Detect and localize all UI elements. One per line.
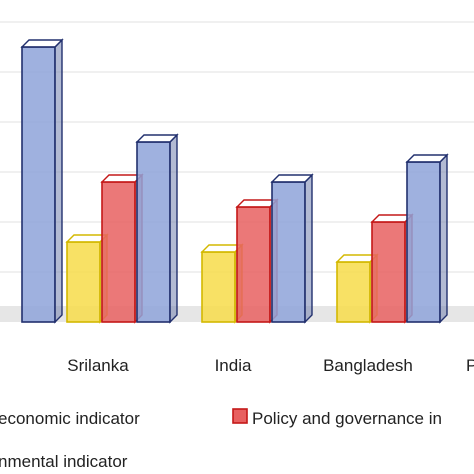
bar-top (200, 244, 244, 253)
bar (200, 243, 244, 324)
bar-top (370, 214, 414, 223)
bar-front (336, 261, 371, 323)
category-label: Srilanka (67, 356, 129, 375)
bar-front (371, 221, 406, 323)
category-labels: Srilanka India Bangladesh P (67, 356, 474, 375)
bar (370, 213, 414, 324)
bar-front (21, 46, 56, 323)
bar-top (100, 174, 144, 183)
bar-top (405, 154, 449, 163)
bar-top (235, 199, 279, 208)
bars (20, 38, 449, 324)
bar (235, 198, 279, 324)
bar-front (406, 161, 441, 323)
bar-top (20, 39, 64, 48)
bar-top (65, 234, 109, 243)
bar-side (169, 133, 178, 324)
legend-label: economic indicator (0, 409, 140, 428)
bar-side (439, 153, 448, 324)
bar-top (135, 134, 179, 143)
legend: economic indicator Policy and governance … (0, 408, 442, 471)
bar-front (236, 206, 271, 323)
bar (405, 153, 449, 324)
legend-label: Policy and governance in (252, 409, 442, 428)
bar-top (335, 254, 379, 263)
bar-front (271, 181, 306, 323)
legend-swatch (232, 408, 248, 424)
bar-front (136, 141, 171, 323)
bar-front (201, 251, 236, 323)
bar (135, 133, 179, 324)
bar-front (66, 241, 101, 323)
bar-side (304, 173, 313, 324)
bar (100, 173, 144, 324)
bar (20, 38, 64, 324)
category-label: India (215, 356, 252, 375)
bar-top (270, 174, 314, 183)
bar (335, 253, 379, 324)
bar (65, 233, 109, 324)
bar-front (101, 181, 136, 323)
legend-label: nmental indicator (0, 452, 128, 471)
category-label: Bangladesh (323, 356, 413, 375)
category-label: P (466, 356, 474, 375)
bar (270, 173, 314, 324)
bar-side (54, 38, 63, 324)
